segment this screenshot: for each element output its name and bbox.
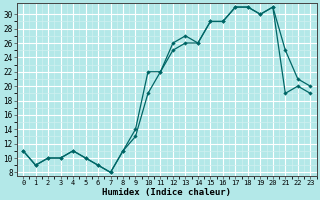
X-axis label: Humidex (Indice chaleur): Humidex (Indice chaleur) xyxy=(102,188,231,197)
